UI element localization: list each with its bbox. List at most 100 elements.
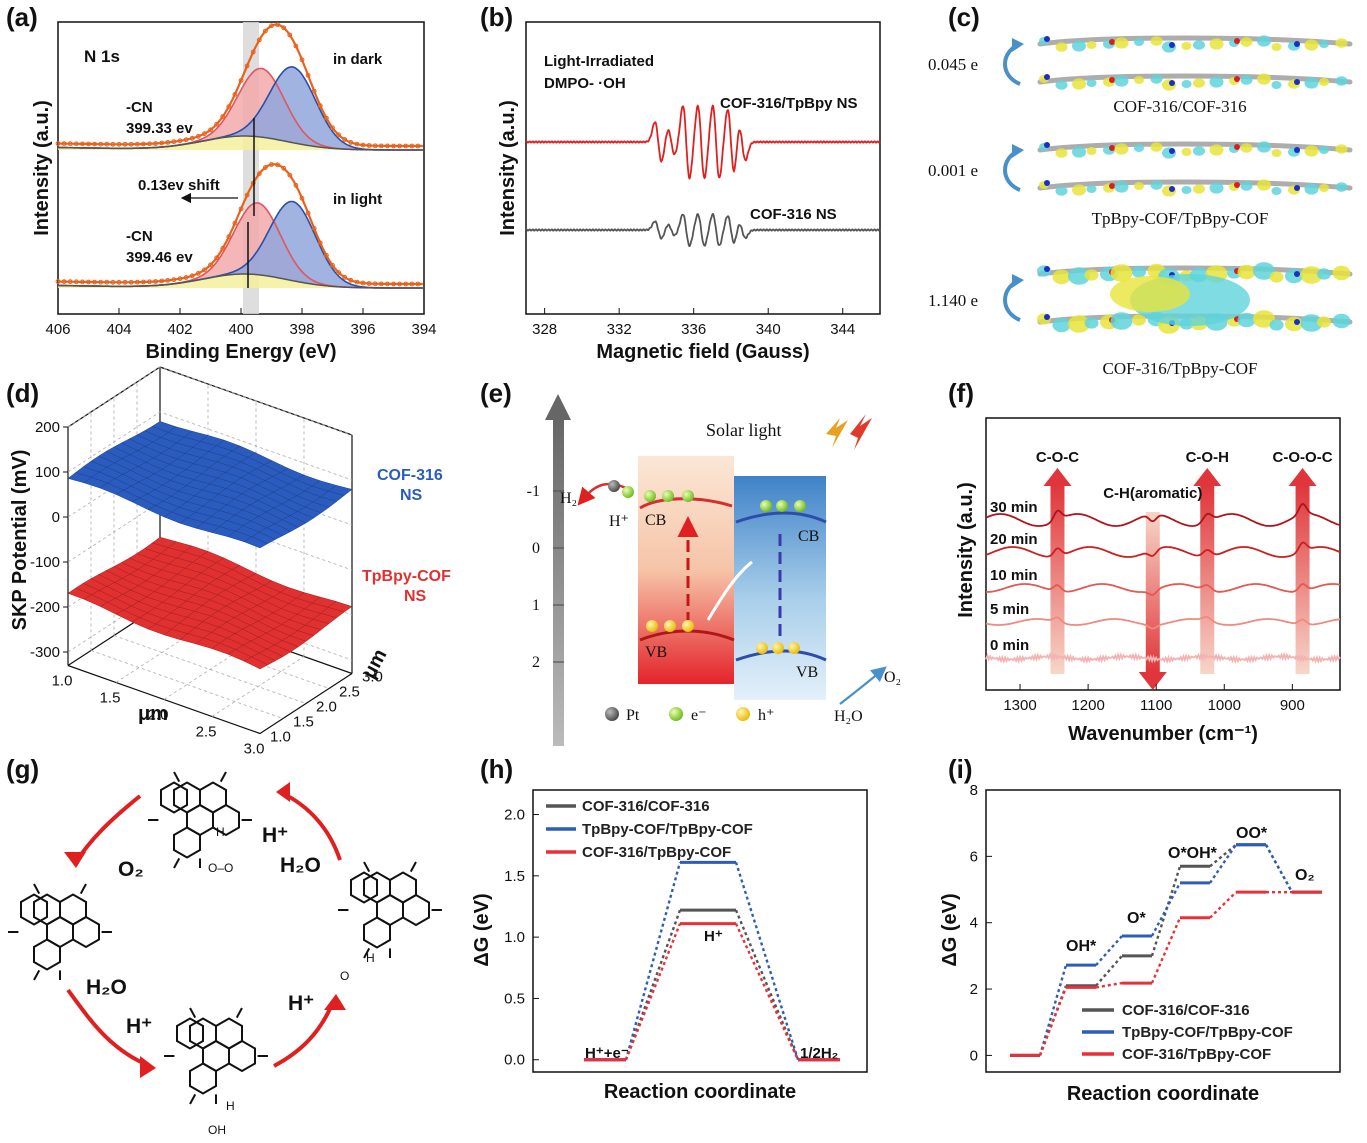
panel-c-charge-density <box>1134 38 1144 46</box>
panel-c-charge-density <box>1304 183 1319 195</box>
panel-a-data-point <box>287 172 293 178</box>
panel-c-atom <box>1294 41 1300 47</box>
panel-a-data-point <box>238 206 244 212</box>
panel-a-data-point <box>98 141 104 147</box>
panel-a-data-point <box>330 262 335 268</box>
panel-g-ring <box>33 938 61 971</box>
panel-h-y-tick-label: 1.5 <box>504 868 525 885</box>
panel-a-data-point <box>104 279 110 285</box>
panel-e-electron <box>622 486 634 498</box>
panel-c-charge-density <box>1084 317 1099 329</box>
panel-c-charge-density <box>1332 265 1351 281</box>
panel-f-arrow-head <box>1193 468 1222 486</box>
panel-e-h2o-label: H₂O <box>834 708 863 725</box>
panel-e-lightning-1 <box>826 418 848 448</box>
panel-c-transfer-arrowhead <box>1012 38 1024 52</box>
panel-e-hole <box>682 620 694 632</box>
panel-d-x-tick-label: 2.0 <box>148 707 169 724</box>
panel-c-charge-density <box>1304 145 1319 157</box>
panel-a-light-label: in light <box>333 191 382 208</box>
panel-c-charge-density <box>1317 268 1331 280</box>
panel-f-xlabel: Wavenumber (cm⁻¹) <box>1068 723 1258 745</box>
panel-d-xlabel: μm <box>138 703 168 725</box>
panel-a-data-point <box>250 180 256 186</box>
panel-a-cn-light-2: 399.46 ev <box>126 249 193 266</box>
panel-c-charge-density <box>1271 149 1282 157</box>
panel-c-structure-name: COF-316/TpBpy-COF <box>1103 359 1258 378</box>
panel-a-data-point <box>391 143 396 149</box>
panel-h-start-label: H⁺+e⁻ <box>585 1045 629 1062</box>
panel-a-data-point <box>153 279 159 284</box>
panel-c-atom <box>1234 38 1240 44</box>
panel-a-data-point <box>409 143 415 149</box>
panel-g-ring <box>212 803 240 837</box>
panel-c-atom <box>1294 79 1300 85</box>
panel-h-transition <box>734 861 800 1061</box>
panel-g-ring <box>228 1039 256 1073</box>
panel-e-electron <box>644 490 656 502</box>
panel-c-charge-density <box>1052 269 1071 285</box>
panel-i-y-ticks: 0 2 4 6 8 <box>970 782 992 1064</box>
panel-a-data-point <box>141 141 146 147</box>
panel-g-methyl <box>33 883 41 895</box>
panel-g-arrow-head <box>324 994 346 1010</box>
panel-c-charge-density <box>1110 312 1133 330</box>
panel-f-x-tick-label: 900 <box>1280 697 1305 714</box>
panel-a-data-point <box>317 240 323 246</box>
panel-e-hole <box>664 620 676 632</box>
panel-a-dark-label: in dark <box>333 51 383 68</box>
panel-a-x-tick-label: 396 <box>350 321 375 338</box>
panel-g-methyl <box>409 861 417 873</box>
panel-c-charge-density <box>1319 184 1329 192</box>
panel-label-i: (i) <box>948 754 973 784</box>
panel-b-series-2-label: COF-316 NS <box>750 206 837 223</box>
panel-c-charge-density <box>1257 35 1271 47</box>
panel-c-charge-density <box>1269 271 1284 283</box>
panel-a-data-point <box>238 78 244 83</box>
panel-a-data-point <box>202 131 207 137</box>
panel-a-baseline <box>58 273 423 289</box>
panel-f-series-line <box>985 615 1341 630</box>
panel-a-data-point <box>360 142 366 148</box>
panel-g-reaction-arrow <box>66 988 151 1068</box>
panel-a-x-tick-label: 398 <box>289 321 314 338</box>
panel-a-data-point <box>293 43 299 49</box>
panel-c-charge-density <box>1114 75 1129 87</box>
panel-c-charge-density <box>1304 77 1319 89</box>
panel-g-epoxide-o: O <box>340 969 349 983</box>
panel-g-oh-group: OH <box>208 1123 226 1137</box>
panel-a-x-tick-label: 402 <box>167 321 192 338</box>
panel-a-data-point <box>141 279 146 285</box>
panel-c-charge-density <box>1110 264 1133 282</box>
panel-c-charge-density <box>1237 312 1256 328</box>
panel-f-ylabel: Intensity (a.u.) <box>955 482 977 618</box>
panel-d-z-tick-label: -200 <box>30 599 60 616</box>
panel-a-curves <box>55 22 423 289</box>
panel-e-vb-tpbpy <box>735 649 827 662</box>
panel-a-data-point <box>147 279 152 285</box>
panel-c-atom <box>1294 319 1300 325</box>
panel-a-data-point <box>342 274 348 280</box>
panel-a-data-point <box>269 23 274 29</box>
panel-c-charge-density <box>1257 73 1271 85</box>
panel-c-charge-density <box>1055 148 1068 158</box>
panel-c-charge-density <box>1110 276 1190 312</box>
panel-b-x-ticks: 328 332 336 340 344 <box>532 308 855 338</box>
panel-c-transfer-arrowhead <box>1012 144 1024 158</box>
panel-a-cn-dark-1: -CN <box>126 99 153 116</box>
panel-a-data-point <box>55 141 61 146</box>
panel-c-atom <box>1294 185 1300 191</box>
panel-a-data-point <box>208 127 213 133</box>
panel-a-data-point <box>324 115 329 121</box>
panel-e-cb-cof316 <box>639 497 733 510</box>
panel-a-data-point <box>134 279 140 285</box>
panel-c-charge-density <box>1084 269 1099 281</box>
panel-h-legend: COF-316/COF-316 TpBpy-COF/TpBpy-COF COF-31… <box>546 798 753 861</box>
panel-i-y-tick-label: 8 <box>970 782 978 799</box>
panel-g-ring <box>176 1017 204 1050</box>
panel-f-series-label: 0 min <box>990 637 1029 654</box>
panel-b-ylabel: Intensity (a.u.) <box>497 100 519 236</box>
panel-g-methyl <box>235 1007 243 1019</box>
panel-c-atom <box>1044 266 1050 272</box>
